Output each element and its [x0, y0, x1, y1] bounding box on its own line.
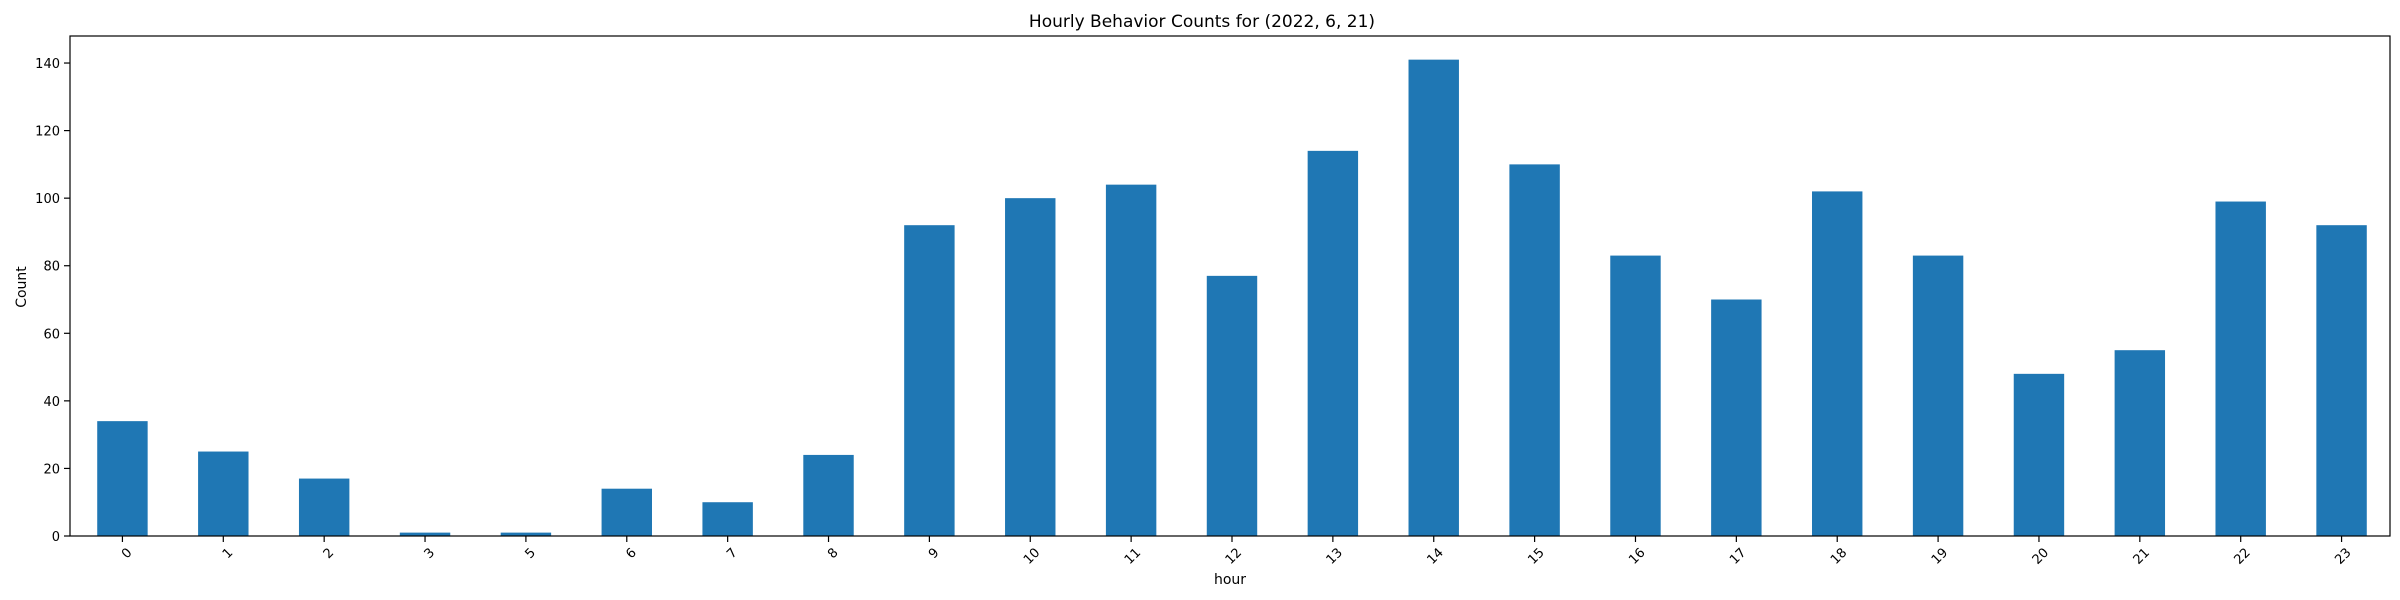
- y-tick-label: 60: [43, 327, 60, 342]
- x-tick-label: 19: [1929, 545, 1951, 567]
- bar-hour-0: [97, 421, 148, 536]
- bar-hour-10: [1005, 198, 1056, 536]
- x-tick-label: 2: [321, 545, 337, 561]
- x-tick-label: 16: [1626, 545, 1648, 567]
- bar-hour-15: [1509, 164, 1560, 536]
- bar-hour-2: [298, 478, 350, 536]
- y-tick-label: 100: [35, 192, 60, 207]
- bar-hour-18: [1812, 191, 1863, 536]
- x-tick-label: 23: [2332, 545, 2354, 567]
- x-tick-label: 3: [422, 545, 438, 561]
- y-axis-label: Count: [14, 266, 30, 308]
- bar-hour-8: [803, 454, 854, 536]
- bar-hour-19: [1912, 255, 1964, 536]
- x-tick-label: 13: [1324, 545, 1346, 567]
- x-tick-label: 17: [1727, 545, 1749, 567]
- bar-hour-20: [2013, 373, 2065, 536]
- chart-title: Hourly Behavior Counts for (2022, 6, 21): [1029, 12, 1375, 32]
- bar-hour-16: [1610, 255, 1661, 536]
- y-tick-label: 80: [43, 260, 60, 275]
- bar-hour-7: [702, 502, 753, 536]
- bar-hour-17: [1711, 299, 1762, 536]
- bar-hour-22: [2215, 201, 2266, 537]
- bar-hour-9: [904, 225, 955, 536]
- y-tick-label: 0: [52, 530, 60, 545]
- x-tick-label: 15: [1525, 545, 1547, 567]
- x-tick-label: 20: [2030, 545, 2052, 567]
- x-tick-label: 9: [926, 545, 942, 561]
- x-tick-label: 8: [825, 545, 841, 561]
- bar-hour-14: [1408, 59, 1459, 537]
- bar-hour-11: [1105, 184, 1157, 536]
- x-tick-label: 11: [1122, 545, 1144, 567]
- x-tick-label: 18: [1828, 545, 1850, 567]
- y-tick-label: 120: [35, 125, 60, 140]
- x-tick-label: 14: [1424, 545, 1446, 567]
- x-tick-label: 10: [1021, 545, 1043, 567]
- bar-hour-6: [601, 488, 652, 536]
- bar-hour-5: [500, 532, 552, 536]
- x-tick-label: 6: [623, 545, 639, 561]
- x-tick-label: 12: [1223, 545, 1245, 567]
- bar-hour-23: [2316, 225, 2367, 536]
- x-tick-label: 22: [2231, 545, 2253, 567]
- bars-group: [97, 59, 2367, 537]
- x-tick-label: 7: [724, 545, 740, 561]
- y-tick-label: 20: [43, 462, 60, 477]
- x-tick-label: 1: [220, 545, 236, 561]
- x-tick-label: 5: [522, 545, 538, 561]
- plot-frame: [69, 35, 2391, 537]
- x-axis-ticks: 0 1 2 3 5 6 7 8 9 10 11 12 13 14 15 16 17 18 19 20 21 22 23: [119, 536, 2355, 568]
- x-tick-label: 21: [2131, 545, 2153, 567]
- x-tick-label: 0: [119, 545, 135, 561]
- y-tick-label: 140: [35, 57, 60, 72]
- bar-hour-1: [198, 451, 249, 536]
- x-axis-label: hour: [1214, 572, 1246, 588]
- y-tick-label: 40: [43, 395, 60, 410]
- bar-hour-3: [399, 532, 451, 536]
- bar-hour-13: [1307, 150, 1359, 537]
- bar-hour-12: [1206, 275, 1258, 536]
- y-axis-ticks: 0 20 40 60 80 100 120 140: [35, 57, 70, 545]
- bar-hour-21: [2114, 350, 2166, 536]
